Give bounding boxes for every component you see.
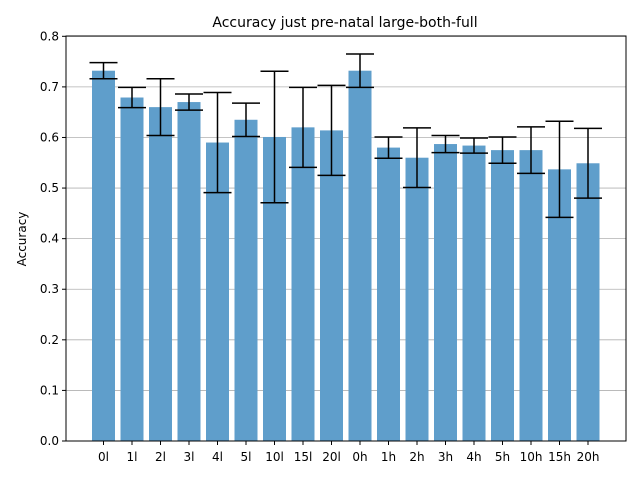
y-axis-label: Accuracy [15, 212, 29, 267]
bar-3l [177, 102, 201, 441]
x-tick-label-20l: 20l [322, 450, 341, 464]
y-tick-label-1: 0.1 [40, 383, 59, 397]
error-bars-group [89, 53, 602, 219]
y-tick-label-3: 0.3 [40, 282, 59, 296]
x-tick-label-10l: 10l [265, 450, 284, 464]
x-tick-label-20h: 20h [577, 450, 600, 464]
bar-2l [149, 107, 172, 441]
x-tick-label-1h: 1h [381, 450, 396, 464]
x-axis: 0l 1l 2l 3l 4l 5l 10l 15l 20l 0h 1h 2h 3h 4h 5h 10h 15h 2… [98, 441, 599, 464]
x-tick-label-4h: 4h [466, 450, 481, 464]
chart-title: Accuracy just pre-natal large-both-full [212, 15, 477, 31]
plot-frame [65, 35, 627, 442]
x-tick-label-1l: 1l [127, 450, 138, 464]
y-tick-label-6: 0.6 [40, 130, 59, 144]
y-tick-label-8: 0.8 [40, 29, 59, 43]
error-bar-5h [488, 136, 517, 165]
y-tick-label-7: 0.7 [40, 80, 59, 94]
error-bar-20l [317, 84, 346, 177]
y-tick-label-0: 0.0 [40, 434, 59, 448]
x-tick-label-4l: 4l [212, 450, 223, 464]
bar-2h [405, 157, 429, 441]
bar-5h [491, 150, 514, 441]
x-tick-label-15h: 15h [548, 450, 571, 464]
error-bar-3h [431, 134, 460, 154]
y-tick-label-2: 0.2 [40, 333, 59, 347]
x-tick-label-3l: 3l [184, 450, 195, 464]
error-bar-10l [260, 70, 289, 204]
bar-15h [548, 169, 571, 441]
bar-4l [206, 142, 229, 441]
y-tick-label-4: 0.4 [40, 232, 59, 246]
bar-10l [263, 136, 286, 442]
bar-5l [234, 119, 258, 441]
bar-20h [576, 163, 600, 441]
error-bar-1h [374, 136, 403, 159]
error-bar-15l [289, 86, 317, 169]
bar-3h [434, 144, 457, 441]
error-bar-4l [203, 91, 232, 194]
error-bar-20h [574, 127, 602, 199]
bar-10h [519, 150, 543, 441]
x-tick-label-10h: 10h [520, 450, 543, 464]
bar-15l [291, 127, 315, 442]
error-bar-0h [346, 53, 374, 89]
error-bar-5l [232, 102, 260, 138]
bar-0l [92, 70, 115, 442]
x-tick-label-2h: 2h [409, 450, 424, 464]
error-bar-2h [403, 127, 431, 189]
x-tick-label-5h: 5h [495, 450, 510, 464]
x-tick-label-2l: 2l [155, 450, 166, 464]
x-tick-label-0l: 0l [98, 450, 109, 464]
error-bar-10h [517, 126, 545, 175]
error-bar-1l [118, 86, 146, 109]
bars-group [92, 70, 600, 442]
error-bar-15h [545, 120, 574, 219]
bar-0h [348, 70, 372, 442]
bar-20l [320, 130, 343, 441]
error-bar-2l [146, 78, 175, 137]
x-tick-label-3h: 3h [438, 450, 453, 464]
y-axis: 0.0 0.1 0.2 0.3 0.4 0.5 0.6 0.7 0.8 [40, 29, 66, 448]
y-tick-label-5: 0.5 [40, 181, 59, 195]
x-tick-label-5l: 5l [241, 450, 252, 464]
bar-4h [462, 145, 486, 441]
bar-1l [120, 97, 144, 442]
bar-1h [377, 147, 400, 441]
x-tick-label-0h: 0h [352, 450, 367, 464]
error-bar-3l [175, 93, 203, 111]
error-bar-4h [460, 137, 488, 154]
x-tick-label-15l: 15l [294, 450, 313, 464]
error-bar-0l [89, 61, 118, 80]
